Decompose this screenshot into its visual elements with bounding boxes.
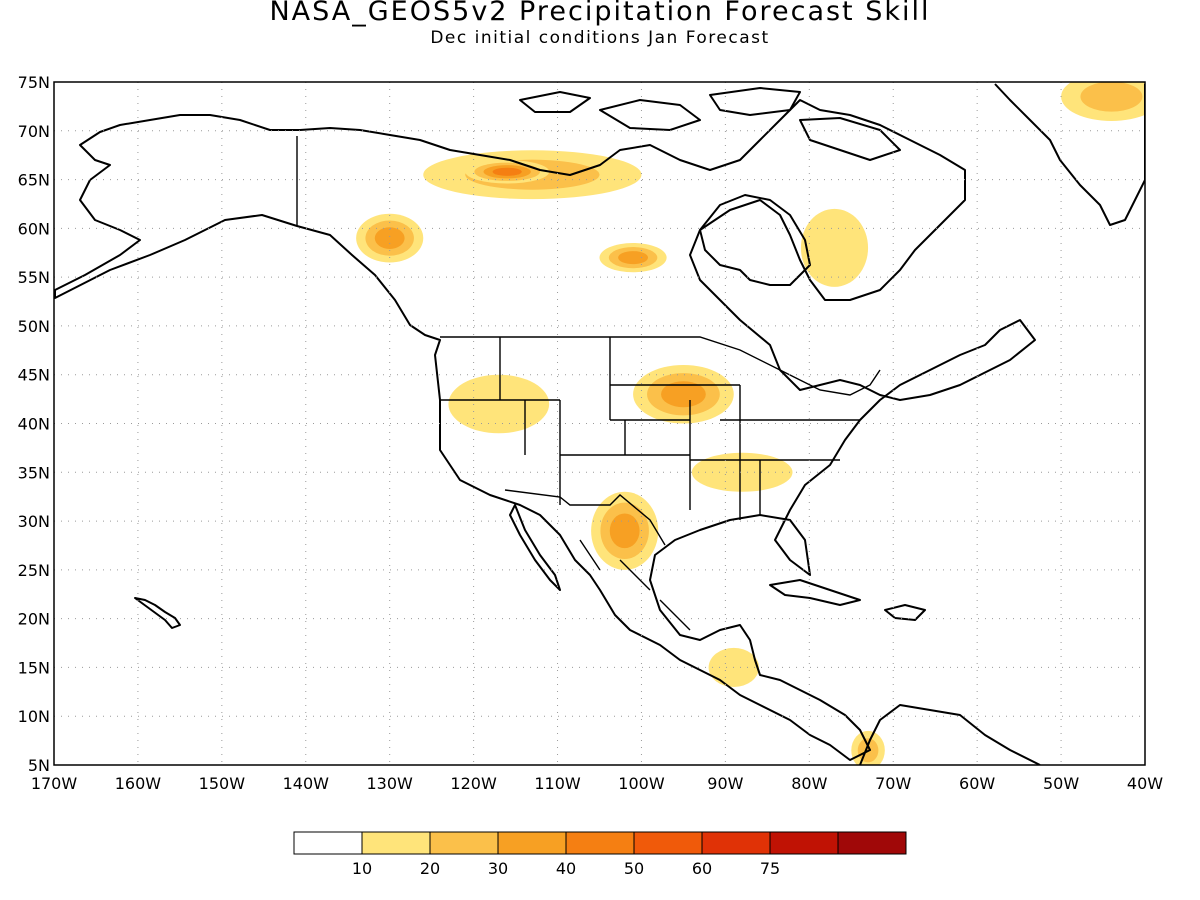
colorbar-swatch xyxy=(293,831,363,855)
skill-contour xyxy=(609,513,640,549)
lon-label: 140W xyxy=(283,774,330,793)
lon-label: 130W xyxy=(367,774,414,793)
skill-region-northern-canada-core xyxy=(465,160,550,184)
colorbar-label: 50 xyxy=(624,859,644,878)
colorbar-swatch xyxy=(497,831,567,855)
lon-label: 80W xyxy=(791,774,827,793)
colorbar-swatch xyxy=(429,831,499,855)
skill-region-hudson-west xyxy=(599,242,667,273)
skill-region-southeast-us xyxy=(691,452,793,492)
lat-label: 30N xyxy=(18,512,50,531)
map-frame xyxy=(53,81,1146,766)
lat-label: 5N xyxy=(28,756,50,775)
arctic-island-4 xyxy=(519,91,591,113)
arctic-island-2 xyxy=(709,87,801,116)
lat-label: 45N xyxy=(18,366,50,385)
skill-region-british-columbia xyxy=(356,213,424,263)
skill-contour xyxy=(661,381,706,408)
skill-region-great-plains xyxy=(633,364,734,424)
north-america-coastline xyxy=(54,99,1036,761)
coastline-layer xyxy=(54,83,1145,765)
lat-label: 55N xyxy=(18,268,50,287)
lat-label: 40N xyxy=(18,415,50,434)
lat-label: 70N xyxy=(18,122,50,141)
map-title: NASA_GEOS5v2 Precipitation Forecast Skil… xyxy=(269,0,931,27)
lat-label: 20N xyxy=(18,610,50,629)
cuba-coastline xyxy=(769,579,861,606)
skill-contour xyxy=(618,251,648,265)
political-borders-layer xyxy=(296,136,881,631)
mexico-states xyxy=(579,539,691,631)
baja-coastline xyxy=(509,504,561,591)
map-subtitle: Dec initial conditions Jan Forecast xyxy=(430,28,770,48)
lon-label: 160W xyxy=(115,774,162,793)
colorbar-swatch xyxy=(837,831,907,855)
colorbar: 10 20 30 40 50 60 75 xyxy=(293,831,907,878)
colorbar-label: 75 xyxy=(760,859,780,878)
lon-label: 70W xyxy=(875,774,911,793)
colorbar-label: 60 xyxy=(692,859,712,878)
colorbar-swatch xyxy=(633,831,703,855)
skill-contour xyxy=(374,227,405,249)
lon-label: 170W xyxy=(31,774,78,793)
lon-label: 60W xyxy=(959,774,995,793)
colorbar-swatch xyxy=(361,831,431,855)
colorbar-swatch xyxy=(701,831,771,855)
skill-region-labrador xyxy=(800,208,869,287)
colorbar-label: 20 xyxy=(420,859,440,878)
hawaii-coastline xyxy=(134,597,181,629)
arctic-island-3 xyxy=(799,117,901,161)
colorbar-swatch xyxy=(565,831,635,855)
colorbar-label: 30 xyxy=(488,859,508,878)
lat-label: 35N xyxy=(18,463,50,482)
lat-label: 65N xyxy=(18,171,50,190)
skill-region-mexico-north xyxy=(591,491,659,570)
lon-label: 120W xyxy=(450,774,497,793)
lat-label: 60N xyxy=(18,219,50,238)
skill-contour xyxy=(492,167,522,176)
lon-label: 110W xyxy=(534,774,581,793)
lon-label: 100W xyxy=(618,774,665,793)
lat-label: 50N xyxy=(18,317,50,336)
lat-label: 15N xyxy=(18,658,50,677)
lat-label: 75N xyxy=(18,73,50,92)
colorbar-label: 40 xyxy=(556,859,576,878)
us-canada-border xyxy=(440,336,881,396)
latitude-labels: 75N 70N 65N 60N 55N 50N 45N 40N 35N 30N 25N 20N 15N 1… xyxy=(18,73,50,775)
hudson-bay-coastline xyxy=(699,194,811,286)
skill-contour xyxy=(800,208,869,287)
lat-label: 25N xyxy=(18,561,50,580)
lon-label: 50W xyxy=(1043,774,1079,793)
us-state-lines xyxy=(440,337,860,520)
arctic-island-1 xyxy=(599,99,701,131)
skill-contour xyxy=(691,452,793,492)
lon-label: 40W xyxy=(1127,774,1163,793)
hispaniola-coastline xyxy=(884,604,926,621)
skill-contour xyxy=(1080,82,1143,112)
skill-region-greenland-ne xyxy=(1061,82,1145,122)
longitude-labels: 170W 160W 150W 140W 130W 120W 110W 100W 90W 80W 70… xyxy=(31,774,1163,793)
skill-contour xyxy=(448,374,550,434)
greenland-coastline xyxy=(994,83,1145,226)
skill-shading-layer xyxy=(356,82,1145,765)
south-america-coastline xyxy=(859,704,1041,765)
lat-label: 10N xyxy=(18,707,50,726)
lon-label: 150W xyxy=(199,774,246,793)
lon-label: 90W xyxy=(707,774,743,793)
colorbar-swatch xyxy=(769,831,839,855)
skill-region-great-basin xyxy=(448,374,550,434)
colorbar-label: 10 xyxy=(352,859,372,878)
